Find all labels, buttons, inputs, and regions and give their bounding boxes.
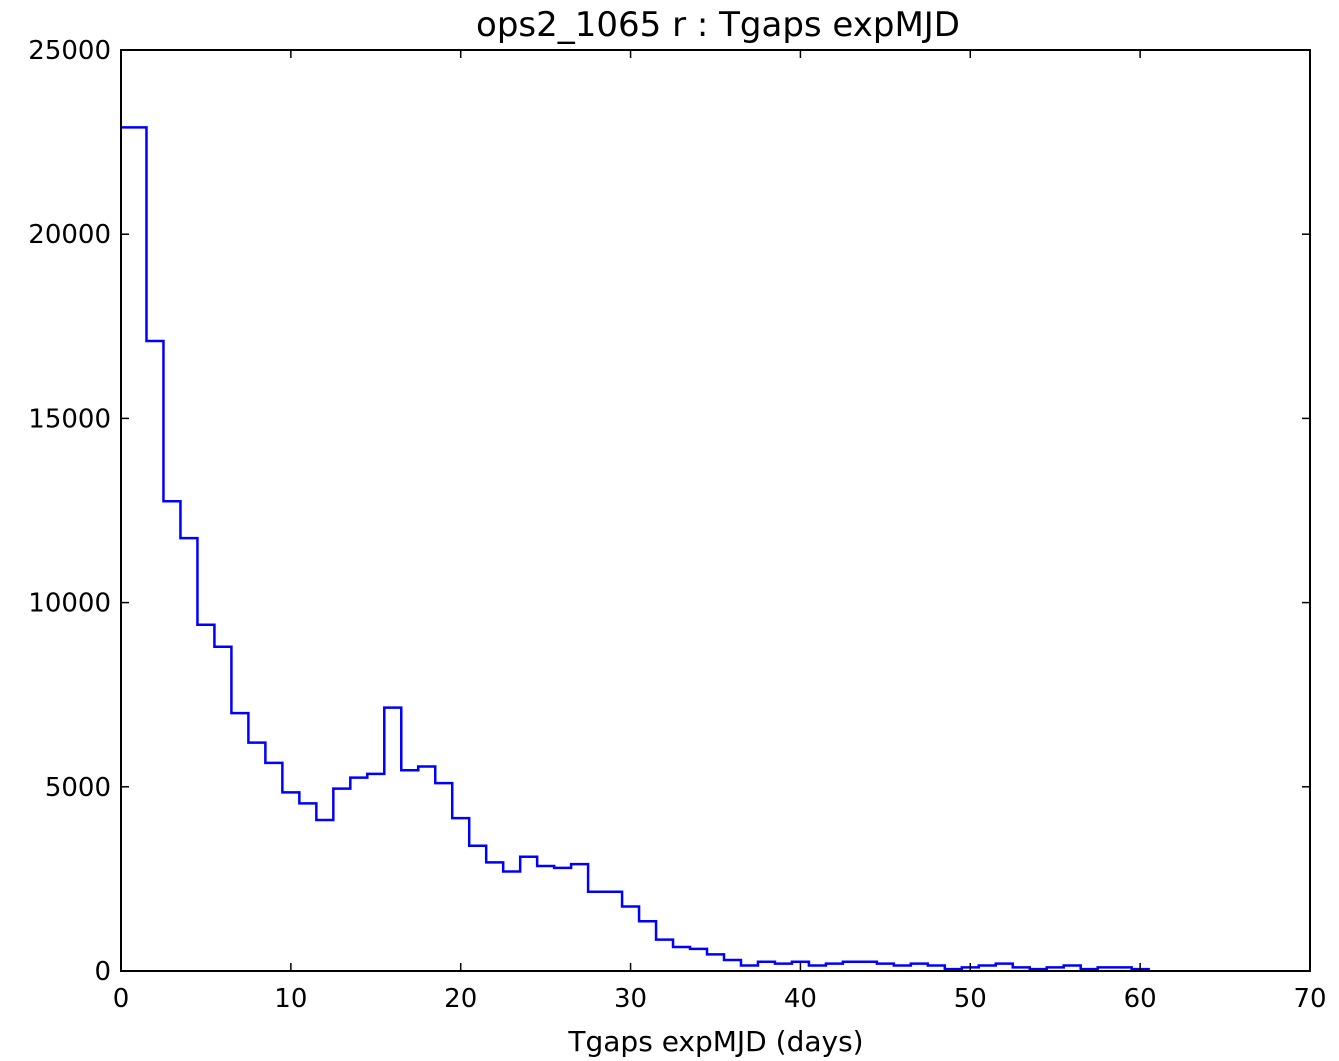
histogram-series-line	[121, 126, 1150, 971]
y-tick-label: 25000	[28, 36, 111, 66]
x-tick-label: 0	[113, 984, 130, 1014]
x-tick-label: 30	[614, 984, 647, 1014]
x-tick-label: 20	[444, 984, 477, 1014]
x-tick-label: 50	[954, 984, 987, 1014]
x-axis-title: Tgaps expMJD (days)	[567, 1025, 863, 1058]
y-tick-label: 15000	[28, 404, 111, 434]
y-tick-label: 0	[94, 957, 111, 987]
y-tick-label: 10000	[28, 589, 111, 619]
chart-title: ops2_1065 r : Tgaps expMJD	[476, 5, 960, 45]
x-tick-label: 40	[784, 984, 817, 1014]
y-tick-label: 5000	[45, 773, 111, 803]
x-axis: 0 10 20 30 40 50 60 70	[113, 50, 1327, 1014]
x-tick-label: 10	[274, 984, 307, 1014]
y-tick-label: 20000	[28, 220, 111, 250]
histogram-data-layer	[121, 126, 1150, 971]
plot-area	[121, 50, 1310, 971]
x-tick-label: 60	[1124, 984, 1157, 1014]
plot-frame	[120, 49, 1311, 972]
y-axis: 0 5000 10000 15000 20000 25000	[28, 36, 1310, 987]
x-tick-label: 70	[1293, 984, 1326, 1014]
